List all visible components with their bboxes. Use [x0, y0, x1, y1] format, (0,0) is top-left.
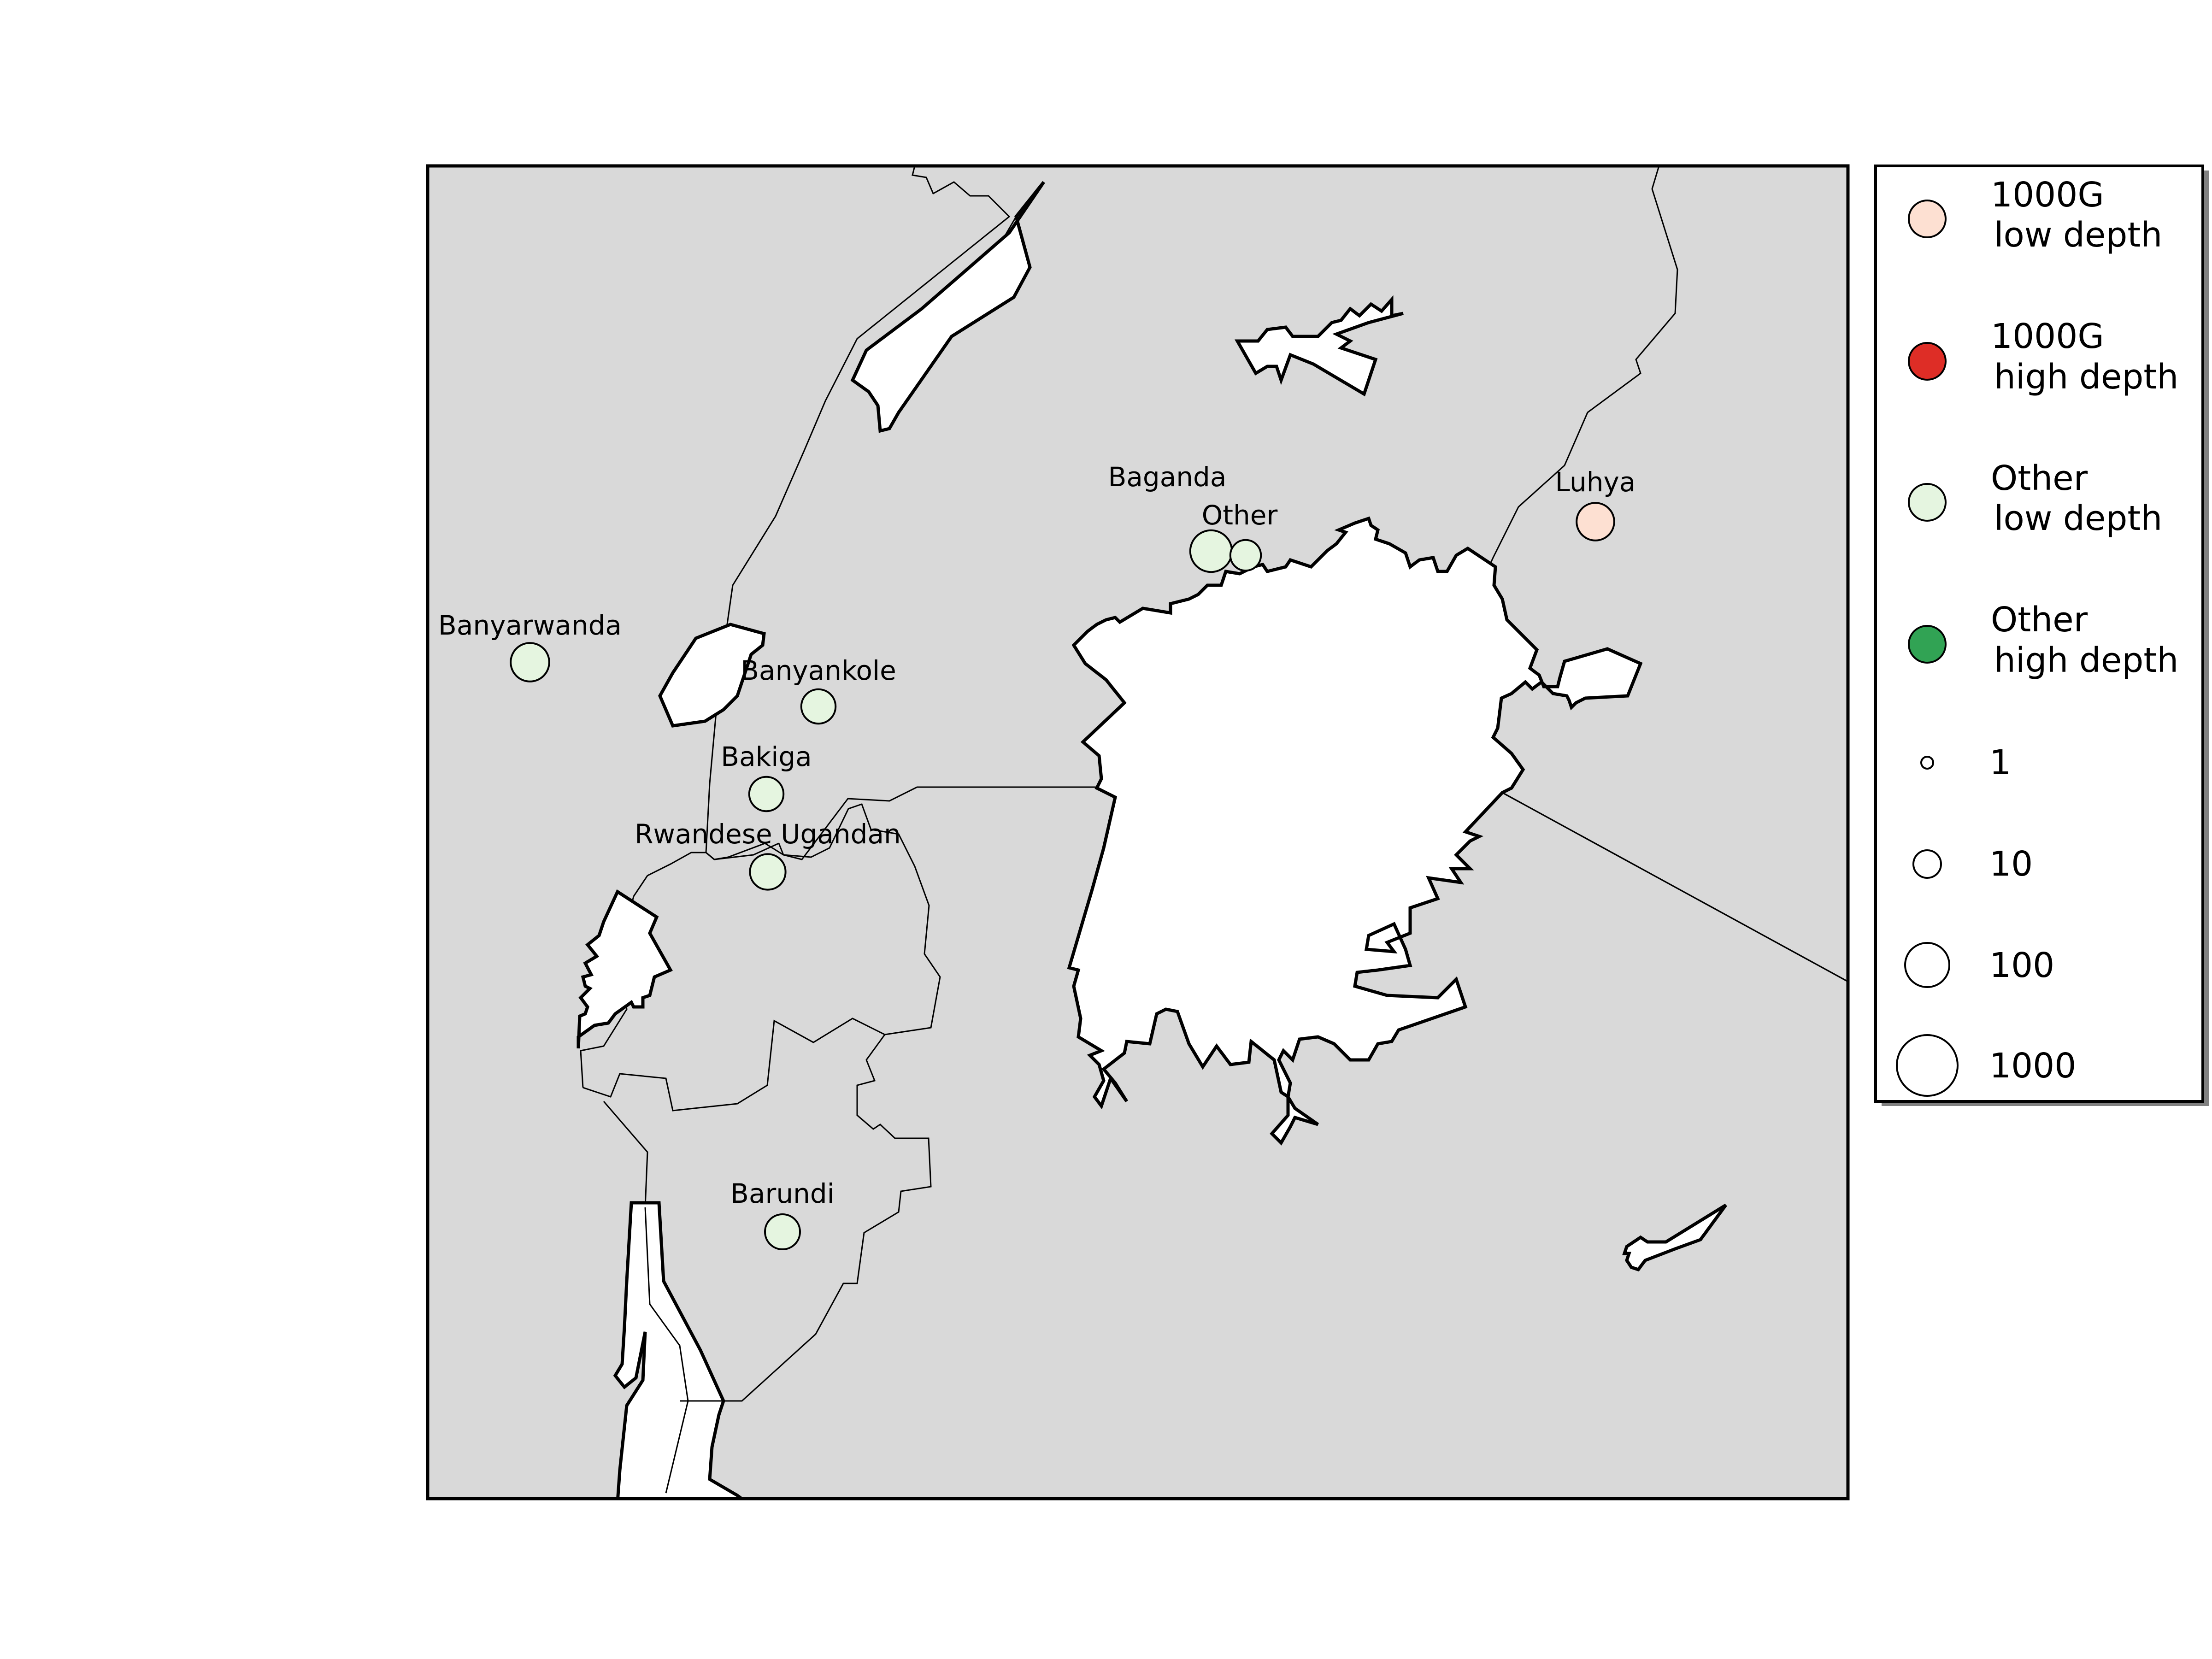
- legend-size-1-label: 1: [1989, 743, 2011, 782]
- legend-size-1000-marker: [1896, 1034, 1959, 1097]
- legend-label-other-low-line1: Other: [1991, 459, 2088, 498]
- legend-swatch-1000g-low: [1908, 200, 1947, 238]
- country-border: [633, 852, 706, 897]
- population-label-banyankole: Banyankole: [741, 655, 896, 686]
- legend-label-other-high-line2: high depth: [1994, 641, 2178, 680]
- lake-tanganyika: [613, 1201, 745, 1499]
- population-marker-baganda: [1189, 529, 1233, 573]
- lake-natron: [1622, 1204, 1727, 1272]
- population-markers: Baganda Other Luhya Banyarwanda Banyankole Ba…: [438, 461, 1636, 1250]
- legend-label-other-low-line2: low depth: [1994, 499, 2162, 538]
- country-border: [1502, 792, 1848, 982]
- population-label-other: Other: [1202, 500, 1278, 531]
- population-marker-rwandese-ugandan: [749, 853, 787, 891]
- population-marker-banyankole: [800, 688, 837, 725]
- legend-size-10-label: 10: [1989, 844, 2033, 884]
- country-border: [706, 842, 779, 860]
- population-marker-banyarwanda: [510, 642, 550, 682]
- lake-victoria: [1067, 516, 1643, 1146]
- country-border: [717, 1034, 932, 1402]
- lake-kyoga: [1234, 295, 1404, 397]
- country-border: [778, 803, 941, 1035]
- population-marker-other: [1229, 539, 1262, 572]
- lake-kivu: [577, 889, 673, 1049]
- legend-label-other-high-line1: Other: [1991, 600, 2088, 640]
- population-marker-bakiga: [748, 776, 785, 812]
- legend-size-100-label: 100: [1989, 946, 2054, 985]
- country-border: [582, 1018, 885, 1112]
- legend: 1000G low depth 1000G high depth Other l…: [1874, 165, 2209, 1106]
- legend-swatch-other-high: [1908, 625, 1947, 664]
- legend-size-100-marker: [1904, 942, 1950, 988]
- country-border: [644, 1207, 689, 1494]
- legend-size-1-marker: [1920, 756, 1934, 770]
- population-label-baganda: Baganda: [1108, 461, 1227, 493]
- country-border: [603, 1101, 648, 1208]
- legend-label-1000g-high-line2: high depth: [1994, 357, 2178, 397]
- legend-label-1000g-low-line2: low depth: [1994, 215, 2162, 255]
- lake-albert: [850, 181, 1045, 433]
- legend-label-1000g-low-line1: 1000G: [1991, 175, 2104, 215]
- legend-swatch-1000g-high: [1908, 342, 1947, 381]
- population-label-luhya: Luhya: [1555, 466, 1636, 498]
- legend-size-1000-label: 1000: [1989, 1046, 2076, 1086]
- lake-edward: [658, 623, 766, 728]
- population-marker-luhya: [1576, 502, 1615, 541]
- map-frame: [426, 164, 1850, 1500]
- population-label-banyarwanda: Banyarwanda: [438, 610, 622, 641]
- population-label-barundi: Barundi: [730, 1178, 835, 1209]
- population-label-rwandese-ugandan: Rwandese Ugandan: [635, 818, 901, 850]
- population-marker-barundi: [764, 1213, 801, 1250]
- population-label-bakiga: Bakiga: [721, 741, 812, 772]
- legend-swatch-other-low: [1908, 483, 1947, 522]
- legend-size-10-marker: [1912, 849, 1942, 879]
- legend-label-1000g-high-line1: 1000G: [1991, 317, 2104, 356]
- map-panel: Baganda Other Luhya Banyarwanda Banyankole Ba…: [426, 164, 1850, 1500]
